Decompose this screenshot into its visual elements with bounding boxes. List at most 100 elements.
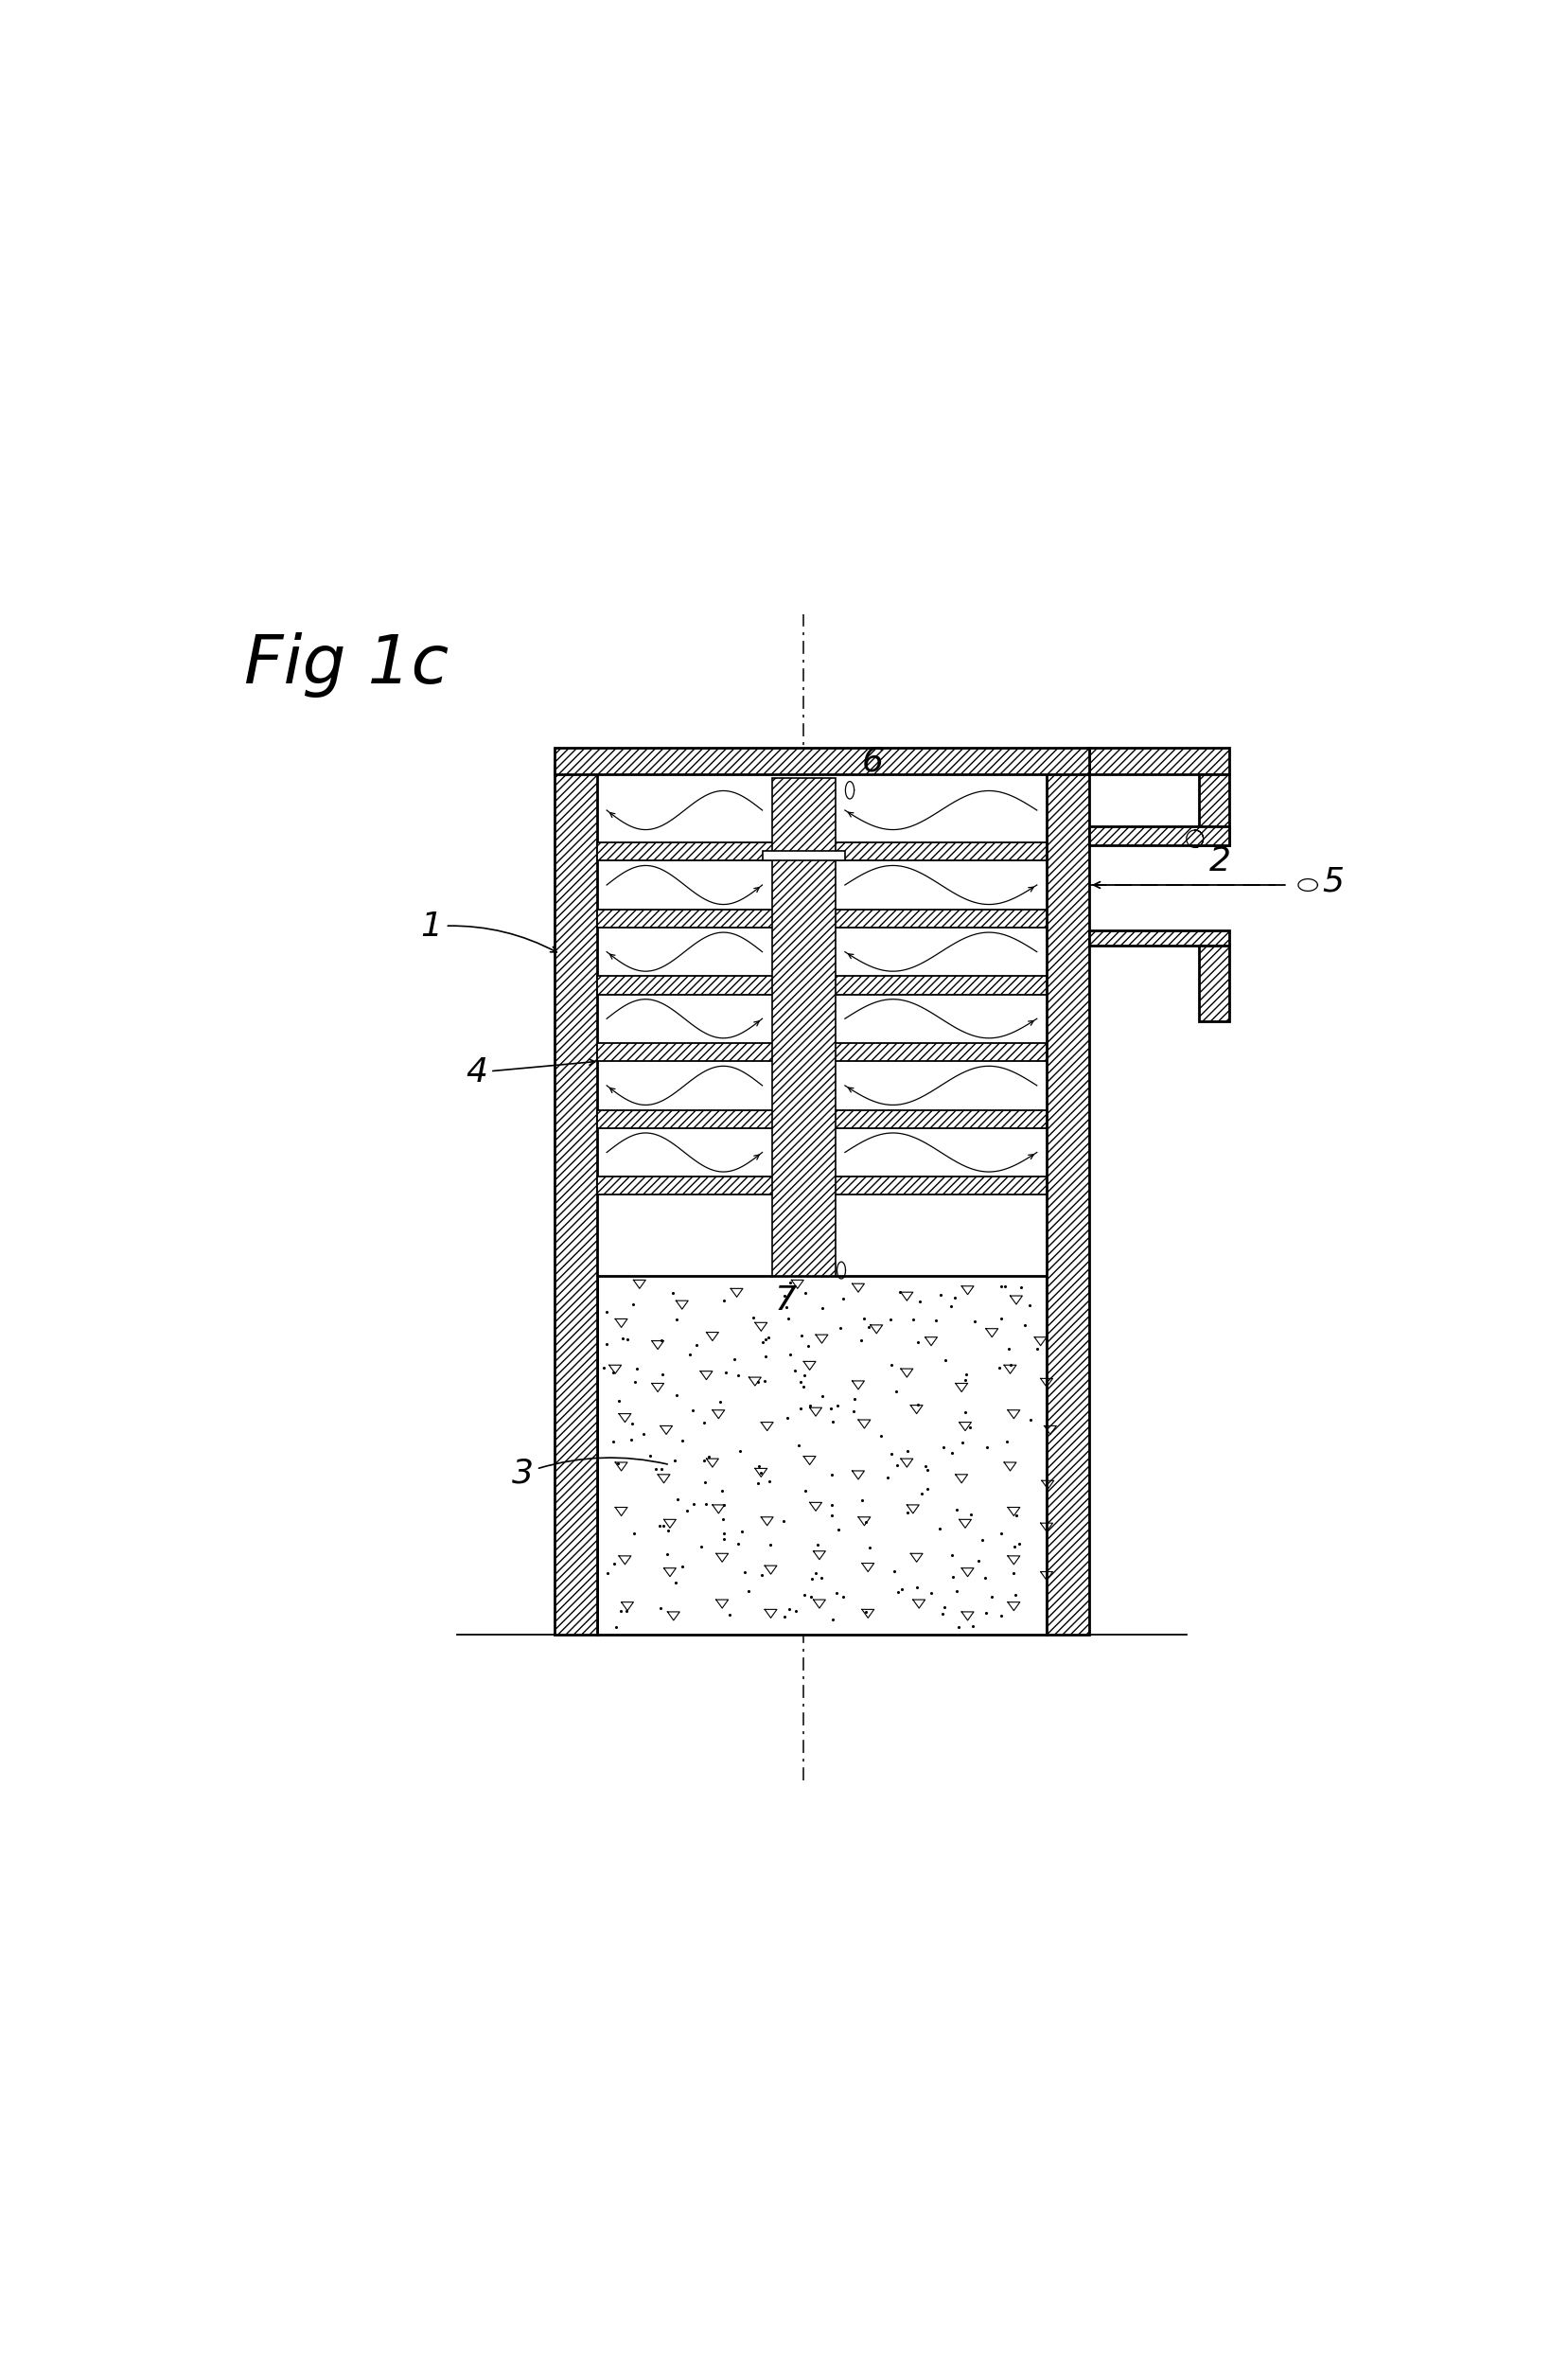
Point <box>602 1546 627 1584</box>
Point <box>939 1434 964 1472</box>
Point <box>643 1451 668 1489</box>
Point <box>881 1553 906 1591</box>
Point <box>825 1387 850 1425</box>
Point <box>618 1420 643 1458</box>
Point <box>709 1472 734 1510</box>
Point <box>809 1378 834 1415</box>
Point <box>826 1510 851 1548</box>
Point <box>789 1389 814 1427</box>
Bar <box>1090 747 1229 775</box>
Point <box>771 1278 797 1316</box>
Bar <box>555 747 1090 775</box>
Bar <box>1198 946 1229 1022</box>
Point <box>726 1525 751 1562</box>
Point <box>684 1325 709 1363</box>
Point <box>646 1506 671 1544</box>
Point <box>735 1572 760 1610</box>
Point <box>784 1591 809 1629</box>
Point <box>793 1472 818 1510</box>
Point <box>798 1579 823 1617</box>
Point <box>884 1446 909 1484</box>
Point <box>988 1349 1013 1387</box>
Point <box>753 1363 778 1401</box>
Point <box>820 1404 845 1442</box>
Point <box>1002 1577 1027 1615</box>
Point <box>746 1363 771 1401</box>
Point <box>997 1347 1022 1385</box>
Point <box>712 1280 737 1318</box>
Text: 7: 7 <box>775 1285 797 1316</box>
Point <box>787 1427 812 1465</box>
Point <box>880 1434 905 1472</box>
Point <box>782 1351 808 1389</box>
Point <box>942 1278 967 1316</box>
Bar <box>1090 827 1229 844</box>
Point <box>753 1321 778 1359</box>
Point <box>972 1558 997 1596</box>
Point <box>745 1463 770 1501</box>
Point <box>594 1292 619 1330</box>
Point <box>916 1470 941 1508</box>
Point <box>754 1337 779 1375</box>
Text: 5: 5 <box>1322 865 1344 896</box>
Point <box>1002 1527 1027 1565</box>
Point <box>674 1491 699 1529</box>
Point <box>946 1608 971 1645</box>
Text: Fig 1c: Fig 1c <box>245 633 450 697</box>
Point <box>696 1437 721 1475</box>
Point <box>950 1423 975 1461</box>
Point <box>637 1437 662 1475</box>
Point <box>988 1268 1013 1306</box>
Point <box>974 1593 999 1631</box>
Point <box>771 1598 797 1636</box>
Bar <box>597 1276 1047 1636</box>
Point <box>960 1608 985 1645</box>
Point <box>613 1591 638 1629</box>
Point <box>746 1446 771 1484</box>
Point <box>655 1536 681 1574</box>
Point <box>878 1302 903 1340</box>
Point <box>660 1273 685 1311</box>
Point <box>793 1276 818 1314</box>
Point <box>709 1382 734 1420</box>
Point <box>887 1273 913 1311</box>
Point <box>851 1299 877 1337</box>
Point <box>615 1321 640 1359</box>
Point <box>895 1494 920 1532</box>
Point <box>974 1427 999 1465</box>
Point <box>792 1574 817 1612</box>
Point <box>756 1318 781 1356</box>
Point <box>905 1570 930 1608</box>
Point <box>988 1596 1013 1634</box>
Point <box>930 1596 955 1634</box>
Bar <box>597 842 1047 861</box>
Point <box>792 1356 817 1394</box>
Point <box>883 1373 908 1411</box>
Text: 1: 1 <box>420 910 557 953</box>
Point <box>944 1491 969 1529</box>
Point <box>610 1318 635 1356</box>
Point <box>710 1501 735 1539</box>
Point <box>889 1570 914 1608</box>
Point <box>773 1287 798 1325</box>
Point <box>906 1283 931 1321</box>
Point <box>601 1354 626 1392</box>
Point <box>778 1591 803 1629</box>
Point <box>914 1451 939 1489</box>
Point <box>775 1299 800 1337</box>
Text: 2: 2 <box>1209 844 1231 877</box>
Point <box>670 1548 695 1586</box>
Point <box>728 1432 753 1470</box>
Bar <box>1198 775 1229 844</box>
Point <box>989 1515 1014 1553</box>
Point <box>931 1427 956 1465</box>
Point <box>797 1387 822 1425</box>
Point <box>840 1392 866 1430</box>
Bar <box>1047 766 1090 1636</box>
Point <box>619 1404 644 1442</box>
Point <box>740 1299 765 1337</box>
Point <box>726 1356 751 1394</box>
Point <box>688 1527 713 1565</box>
Point <box>1018 1401 1043 1439</box>
Point <box>691 1404 717 1442</box>
